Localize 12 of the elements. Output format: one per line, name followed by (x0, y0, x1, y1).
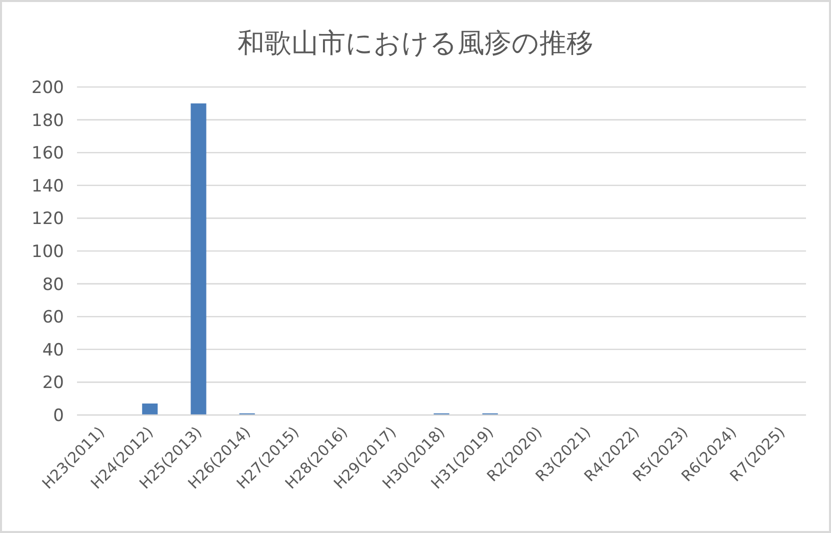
ytick: 180 (32, 110, 64, 131)
ytick: 80 (42, 274, 64, 295)
ytick: 140 (32, 176, 64, 196)
ytick: 120 (32, 209, 64, 230)
ytick: 0 (53, 406, 64, 426)
ytick: 40 (42, 340, 64, 360)
ytick: 100 (32, 242, 64, 262)
ytick: 20 (42, 373, 64, 394)
title: 和歌山市における風疹の推移 (238, 28, 594, 59)
ytick: 160 (32, 144, 64, 164)
ytick: 60 (42, 308, 64, 328)
ytick: 200 (32, 78, 64, 98)
